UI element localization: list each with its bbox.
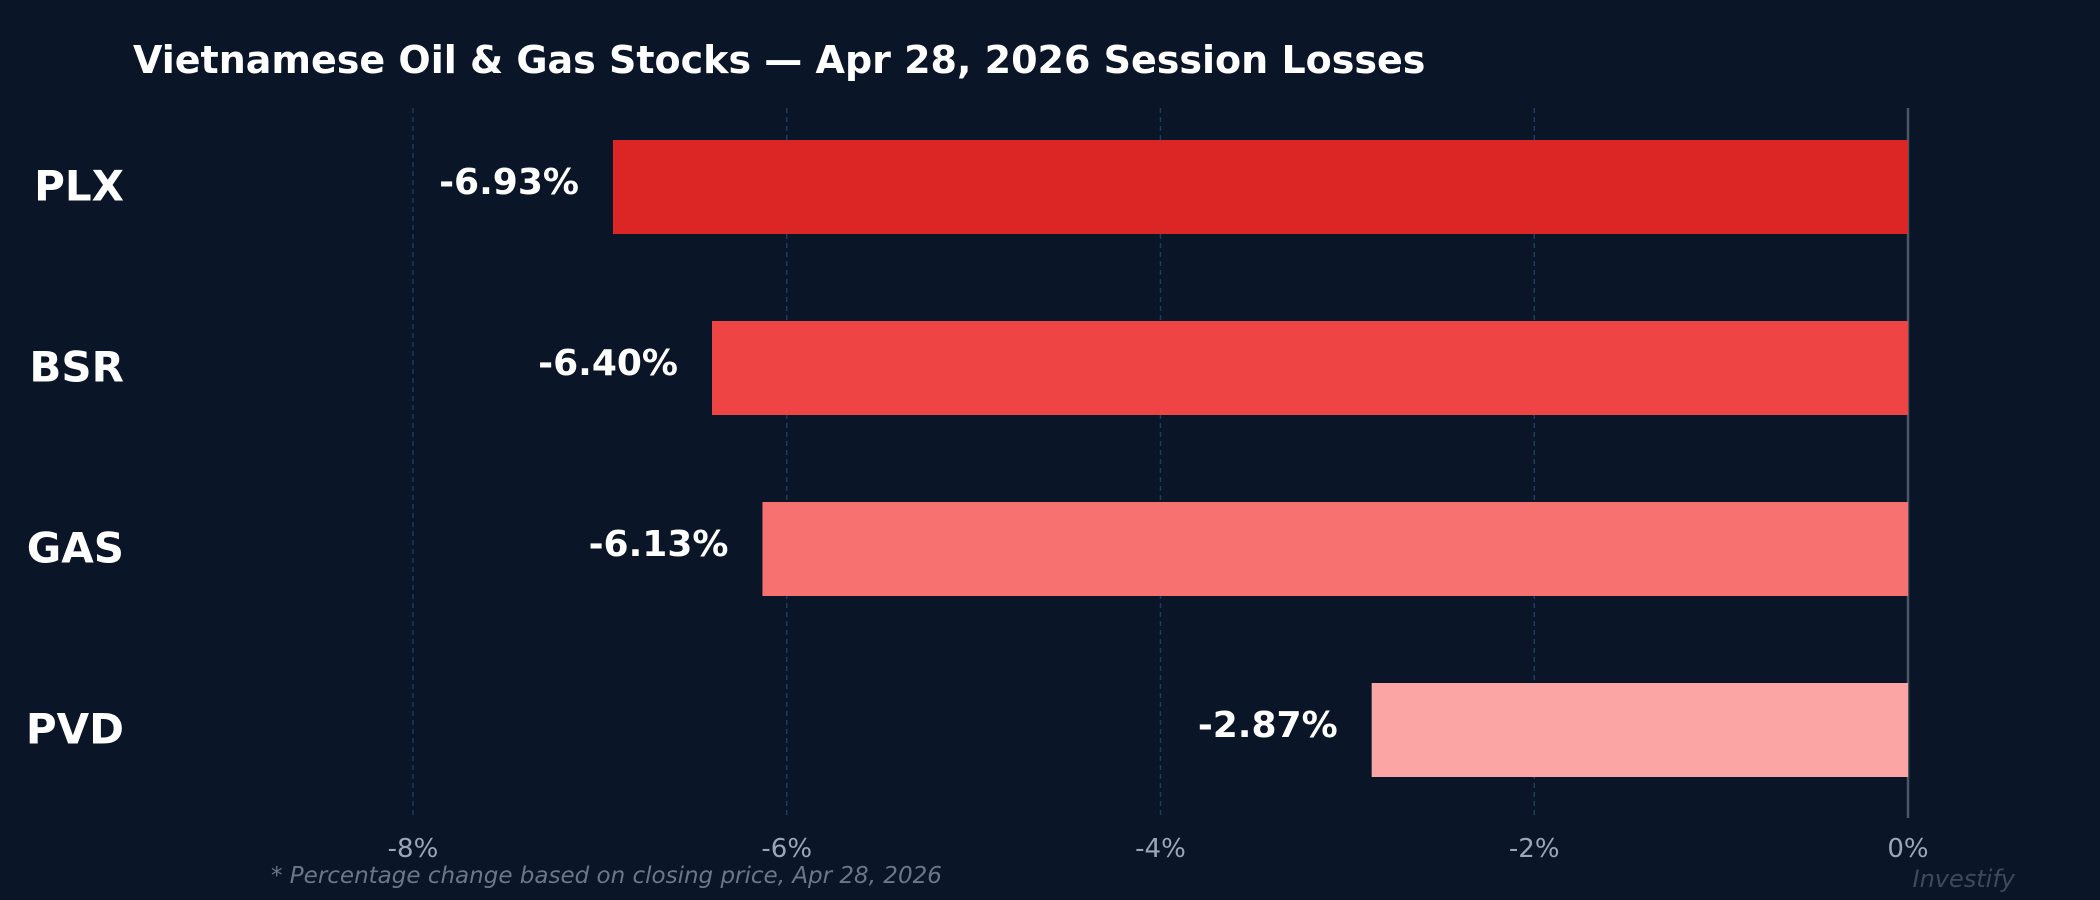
category-label-bsr: BSR (29, 343, 124, 392)
bar-pvd (1371, 683, 1908, 777)
category-label-plx: PLX (34, 162, 124, 211)
bar-gas (762, 502, 1908, 596)
chart-title: Vietnamese Oil & Gas Stocks — Apr 28, 20… (133, 38, 1425, 82)
value-label-pvd: -2.87% (1198, 705, 1338, 746)
category-label-gas: GAS (27, 524, 124, 573)
x-tick-label: -8% (388, 834, 439, 864)
value-label-gas: -6.13% (589, 524, 729, 565)
x-tick-label: -4% (1135, 834, 1186, 864)
bars (612, 140, 1908, 777)
footnote: * Percentage change based on closing pri… (271, 863, 942, 889)
x-tick-label: -2% (1509, 834, 1560, 864)
bar-plx (612, 140, 1908, 234)
category-label-pvd: PVD (26, 705, 124, 754)
category-labels: PLX BSR GAS PVD (26, 162, 124, 754)
x-tick-label: -6% (761, 834, 812, 864)
watermark: Investify (1913, 865, 2016, 893)
value-label-plx: -6.93% (439, 162, 579, 203)
value-label-bsr: -6.40% (538, 343, 678, 384)
bar-bsr (712, 321, 1908, 415)
x-axis-ticks: -8% -6% -4% -2% 0% (388, 834, 1929, 864)
value-labels: -6.93% -6.40% -6.13% -2.87% (439, 162, 1338, 746)
x-tick-label: 0% (1887, 834, 1928, 864)
